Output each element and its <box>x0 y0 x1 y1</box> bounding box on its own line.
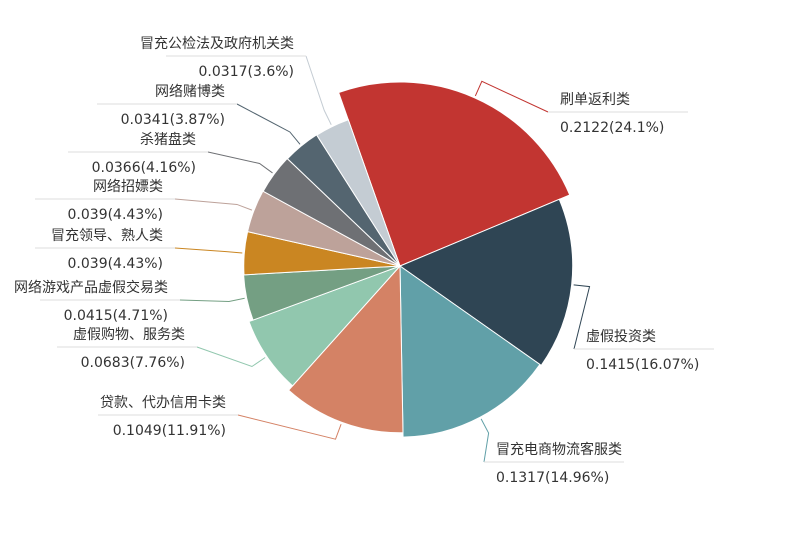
slice-label-value: 0.2122(24.1%) <box>560 120 664 136</box>
label-leader-lines <box>35 55 714 463</box>
slice-label-name: 网络赌博类 <box>155 83 225 100</box>
slice-label-name: 网络游戏产品虚假交易类 <box>14 279 168 296</box>
pie-slice[interactable] <box>248 265 401 387</box>
label-leader-line <box>174 247 243 254</box>
slice-label-name: 刷单返利类 <box>560 92 630 108</box>
slice-label-value: 0.0341(3.87%) <box>121 112 225 128</box>
slice-label-name: 虚假投资类 <box>586 329 656 345</box>
pie-slice[interactable] <box>316 119 401 267</box>
slice-label-value: 0.0317(3.6%) <box>199 64 294 80</box>
pie-slice[interactable] <box>287 264 404 434</box>
slice-label-value: 0.039(4.43%) <box>68 207 163 223</box>
label-leader-line <box>174 198 253 211</box>
slice-label-name: 贷款、代办信用卡类 <box>100 395 226 411</box>
slice-label-name: 网络招嫖类 <box>93 179 163 195</box>
pie-slice[interactable] <box>399 265 541 438</box>
label-leader-line <box>236 103 301 145</box>
slice-label-value: 0.0366(4.16%) <box>92 160 196 176</box>
label-leader-line <box>480 418 490 463</box>
label-leader-line <box>179 297 245 302</box>
slice-label-value: 0.1415(16.07%) <box>586 357 699 373</box>
label-leader-line <box>474 80 549 113</box>
slice-label-name: 冒充公检法及政府机关类 <box>140 36 294 52</box>
label-leader-line <box>573 284 591 350</box>
label-leader-line <box>196 346 266 368</box>
slice-label-name: 冒充电商物流客服类 <box>496 441 622 458</box>
slice-label-value: 0.1049(11.91%) <box>113 423 226 439</box>
slice-label-value: 0.1317(14.96%) <box>496 470 609 486</box>
label-leader-line <box>237 414 342 440</box>
slice-label-value: 0.0683(7.76%) <box>81 355 185 371</box>
pie-slice[interactable] <box>398 198 574 367</box>
slice-label-name: 冒充领导、熟人类 <box>51 228 163 244</box>
label-leader-line <box>207 151 273 174</box>
slice-label-value: 0.0415(4.71%) <box>64 308 168 324</box>
pie-slices <box>243 81 574 438</box>
slice-label-value: 0.039(4.43%) <box>68 256 163 272</box>
slice-labels: 刷单返利类 0.2122(24.1%) 虚假投资类 0.1415(16.07%) 冒充电… <box>14 36 699 486</box>
slice-label-name: 虚假购物、服务类 <box>73 327 185 343</box>
label-leader-line <box>305 55 332 125</box>
slice-label-name: 杀猪盘类 <box>140 131 196 148</box>
pie-slice[interactable] <box>337 81 571 267</box>
